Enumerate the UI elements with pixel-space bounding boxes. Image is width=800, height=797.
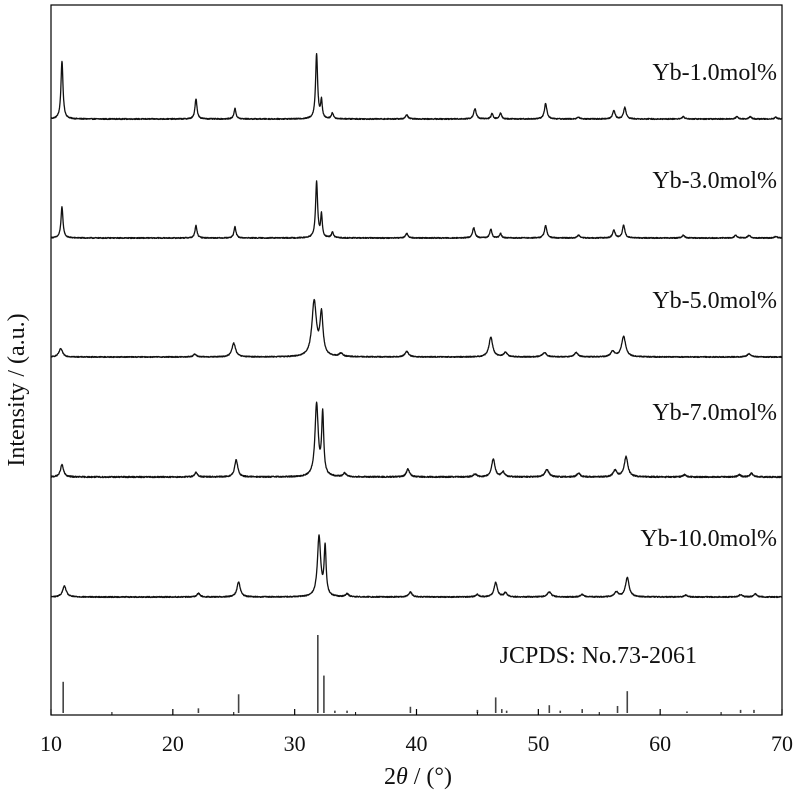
spectra-group — [50, 52, 783, 599]
series-label-4: Yb-7.0mol% — [652, 400, 777, 426]
x-tick-label-4: 40 — [406, 731, 428, 756]
x-tick-label-2: 20 — [162, 731, 184, 756]
reference-group — [62, 635, 755, 713]
x-tick-label-5: 50 — [527, 731, 549, 756]
y-axis-label: Intensity / (a.u.) — [4, 313, 30, 466]
series-label-3: Yb-5.0mol% — [652, 288, 777, 314]
series-labels: Yb-1.0mol% Yb-3.0mol% Yb-5.0mol% Yb-7.0mol%… — [640, 60, 777, 552]
x-tick-label-1: 10 — [40, 731, 62, 756]
series-label-2: Yb-3.0mol% — [652, 168, 777, 194]
x-tick-label-6: 60 — [649, 731, 671, 756]
reference-label: JCPDS: No.73-2061 — [500, 643, 697, 669]
x-tick-label-7: 70 — [771, 731, 793, 756]
x-axis: 10 20 30 40 50 60 70 — [40, 709, 793, 756]
x-tick-label-3: 30 — [284, 731, 306, 756]
series-label-1: Yb-1.0mol% — [652, 60, 777, 86]
series-line-5 — [50, 534, 783, 599]
series-line-2 — [50, 180, 783, 240]
x-axis-label: 2θ / (°) — [384, 764, 452, 790]
plot-frame — [50, 4, 783, 716]
series-line-4 — [50, 401, 783, 479]
series-label-5: Yb-10.0mol% — [640, 526, 777, 552]
series-line-1 — [50, 52, 783, 121]
series-line-3 — [50, 298, 783, 359]
